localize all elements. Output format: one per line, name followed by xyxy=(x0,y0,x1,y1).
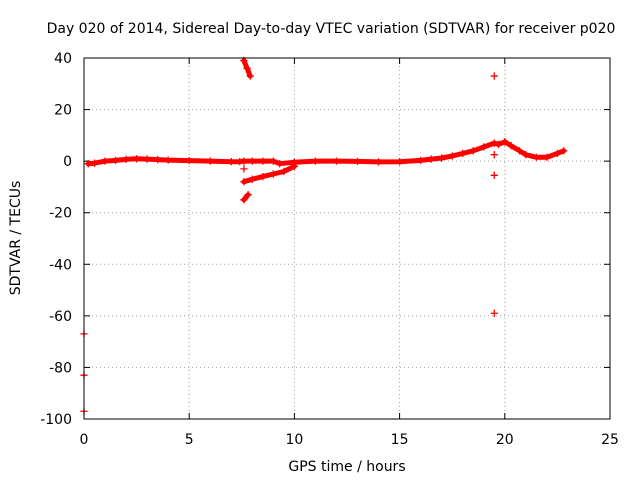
data-point xyxy=(206,157,214,165)
data-point xyxy=(438,154,446,162)
series-isolated-points xyxy=(80,72,498,415)
data-point xyxy=(84,160,92,168)
y-tick-label: -20 xyxy=(49,206,72,222)
y-tick-label: -80 xyxy=(49,360,72,376)
x-tick-label: 20 xyxy=(496,432,514,448)
data-point xyxy=(111,156,120,165)
data-point xyxy=(490,171,498,179)
data-point xyxy=(353,157,362,166)
data-point xyxy=(246,72,254,80)
data-point xyxy=(532,153,541,161)
data-point xyxy=(290,162,299,170)
series-rising-segment xyxy=(240,162,299,186)
data-point xyxy=(269,157,278,165)
data-point xyxy=(469,147,477,155)
x-tick-label: 15 xyxy=(391,432,409,448)
data-point xyxy=(459,149,467,158)
data-point xyxy=(132,155,141,163)
data-point xyxy=(280,167,288,176)
data-point xyxy=(515,147,524,155)
data-point xyxy=(240,178,248,186)
x-tick-label: 5 xyxy=(185,432,194,448)
chart-title: Day 020 of 2014, Sidereal Day-to-day VTE… xyxy=(47,21,616,37)
data-point xyxy=(395,158,404,166)
data-point xyxy=(490,72,498,80)
data-point xyxy=(248,175,256,183)
data-point xyxy=(122,155,130,163)
data-point xyxy=(185,156,193,165)
data-point xyxy=(259,157,267,165)
plot-frame xyxy=(83,57,611,420)
data-point xyxy=(240,56,248,65)
axis-ticks xyxy=(83,57,611,420)
series-descending-segment xyxy=(240,56,254,80)
grid xyxy=(84,58,610,419)
x-tick-label: 10 xyxy=(285,432,303,448)
data-point xyxy=(448,152,456,160)
series-trace xyxy=(85,139,567,167)
data-point xyxy=(276,160,284,168)
data-point xyxy=(269,170,278,178)
y-tick-label: 0 xyxy=(63,154,72,170)
data-point xyxy=(240,157,248,165)
data-point xyxy=(374,158,383,166)
tick-labels: 0 5 10 15 20 25 -100 -80 -60 -40 -20 0 20 40 xyxy=(40,51,619,448)
data-point xyxy=(490,309,498,317)
data-point xyxy=(332,157,341,165)
data-point xyxy=(164,156,172,164)
data-point xyxy=(490,151,498,159)
data-point xyxy=(153,155,162,164)
data-point xyxy=(227,158,235,166)
data-point xyxy=(243,64,251,72)
data-point xyxy=(560,147,568,155)
y-tick-label: 20 xyxy=(54,103,72,119)
series-main-trace xyxy=(84,138,568,168)
y-axis-label: SDTVAR / TECUs xyxy=(8,181,24,296)
data-point xyxy=(507,142,515,150)
data-point xyxy=(490,139,498,147)
x-axis-label: GPS time / hours xyxy=(288,459,405,475)
data-point xyxy=(416,156,425,165)
data-point xyxy=(90,159,99,167)
data-point xyxy=(101,157,109,165)
data-point xyxy=(248,157,256,165)
data-point xyxy=(240,165,248,173)
data-point xyxy=(553,149,562,158)
data-point xyxy=(240,196,248,204)
data-point xyxy=(427,155,435,163)
y-tick-label: -60 xyxy=(49,309,72,325)
data-point xyxy=(522,151,530,159)
data-point xyxy=(244,191,252,199)
y-tick-label: -100 xyxy=(40,412,72,428)
data-point xyxy=(494,140,503,149)
data-point xyxy=(501,138,509,146)
y-tick-label: -40 xyxy=(49,257,72,273)
data-point xyxy=(143,155,151,163)
series-lower-segment xyxy=(240,191,252,204)
x-tick-label: 25 xyxy=(601,432,619,448)
data-point xyxy=(480,143,488,151)
series-trace xyxy=(241,192,251,203)
data-point xyxy=(543,153,551,161)
x-tick-label: 0 xyxy=(80,432,89,448)
data-point xyxy=(311,157,320,165)
data-point xyxy=(259,172,267,181)
y-tick-label: 40 xyxy=(54,51,72,67)
data-series xyxy=(80,56,568,415)
